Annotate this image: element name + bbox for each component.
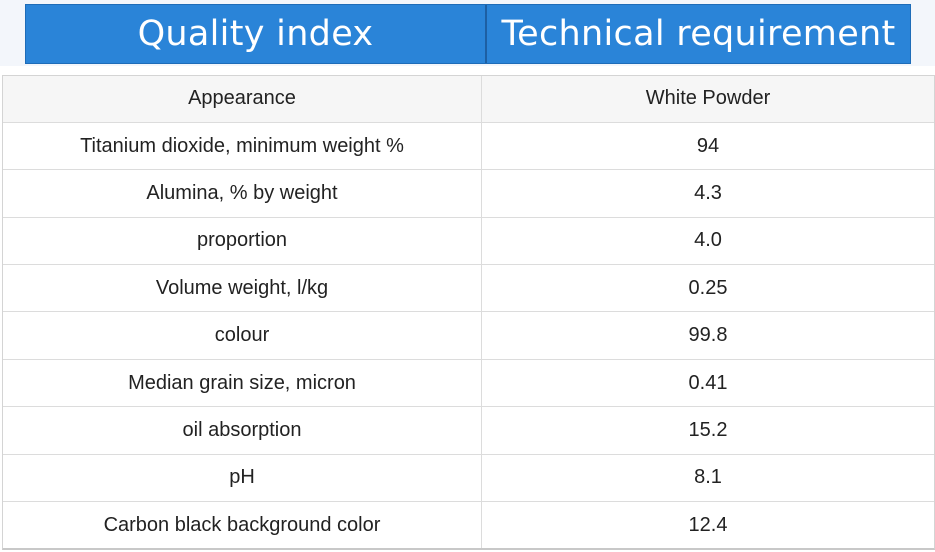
table-row: Median grain size, micron 0.41: [3, 359, 934, 408]
row-name: colour: [3, 311, 482, 360]
table-row: proportion 4.0: [3, 217, 934, 266]
table-row: pH 8.1: [3, 454, 934, 503]
spec-table: Appearance White Powder Titanium dioxide…: [2, 75, 935, 550]
table-row: Volume weight, l/kg 0.25: [3, 264, 934, 313]
row-value: 12.4: [688, 513, 728, 536]
row-name: Alumina, % by weight: [3, 169, 482, 218]
table-row: Alumina, % by weight 4.3: [3, 169, 934, 218]
row-name: Carbon black background color: [3, 501, 482, 548]
row-name: oil absorption: [3, 406, 482, 455]
row-value: 8.1: [481, 454, 934, 503]
row-value: White Powder: [481, 76, 934, 123]
row-name: pH: [3, 454, 482, 503]
header-quality-index: Quality index: [26, 5, 487, 63]
row-value: 99.8: [481, 311, 934, 360]
row-value: 0.41: [481, 359, 934, 408]
row-value: 94: [481, 122, 934, 171]
row-name: Titanium dioxide, minimum weight %: [3, 122, 482, 171]
row-value: 0.25: [481, 264, 934, 313]
row-name: Volume weight, l/kg: [3, 264, 482, 313]
row-value: 4.0: [481, 217, 934, 266]
row-value: 15.2: [481, 406, 934, 455]
header-technical-requirement: Technical requirement: [501, 14, 896, 54]
table-header: Quality index Technical requirement: [25, 4, 911, 64]
table-row: oil absorption 15.2: [3, 406, 934, 455]
table-row: Titanium dioxide, minimum weight % 94: [3, 122, 934, 171]
table-row: colour 99.8: [3, 311, 934, 360]
table-row: Appearance White Powder: [3, 76, 934, 123]
row-name: Median grain size, micron: [3, 359, 482, 408]
row-name: proportion: [3, 217, 482, 266]
row-value: 4.3: [481, 169, 934, 218]
row-name: Appearance: [3, 76, 482, 123]
table-row: Carbon black background color 12.4: [3, 501, 934, 548]
